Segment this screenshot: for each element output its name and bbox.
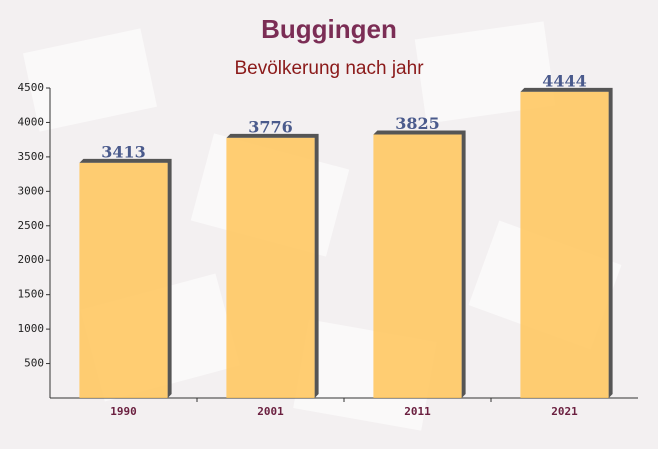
value-label: 3825: [395, 114, 440, 133]
chart-subtitle: Bevölkerung nach jahr: [234, 58, 424, 79]
bar: [226, 137, 315, 398]
y-tick-label: 4000: [18, 115, 45, 128]
x-tick-label: 1990: [110, 405, 137, 418]
value-label: 4444: [542, 71, 587, 90]
x-tick-label: 2021: [551, 405, 578, 418]
x-tick-label: 2011: [404, 405, 431, 418]
y-tick-label: 500: [24, 357, 44, 370]
y-tick-label: 2000: [18, 253, 45, 266]
bar: [79, 162, 168, 398]
bar: [520, 91, 609, 398]
y-tick-label: 1500: [18, 288, 45, 301]
bar: [373, 134, 462, 398]
y-tick-label: 4500: [18, 81, 45, 94]
value-label: 3413: [101, 142, 146, 161]
chart-title: Buggingen: [261, 14, 397, 44]
x-tick-label: 2001: [257, 405, 284, 418]
y-tick-label: 1000: [18, 322, 45, 335]
y-tick-label: 3000: [18, 184, 45, 197]
y-tick-label: 3500: [18, 150, 45, 163]
y-tick-label: 2500: [18, 219, 45, 232]
value-label: 3776: [248, 117, 293, 136]
